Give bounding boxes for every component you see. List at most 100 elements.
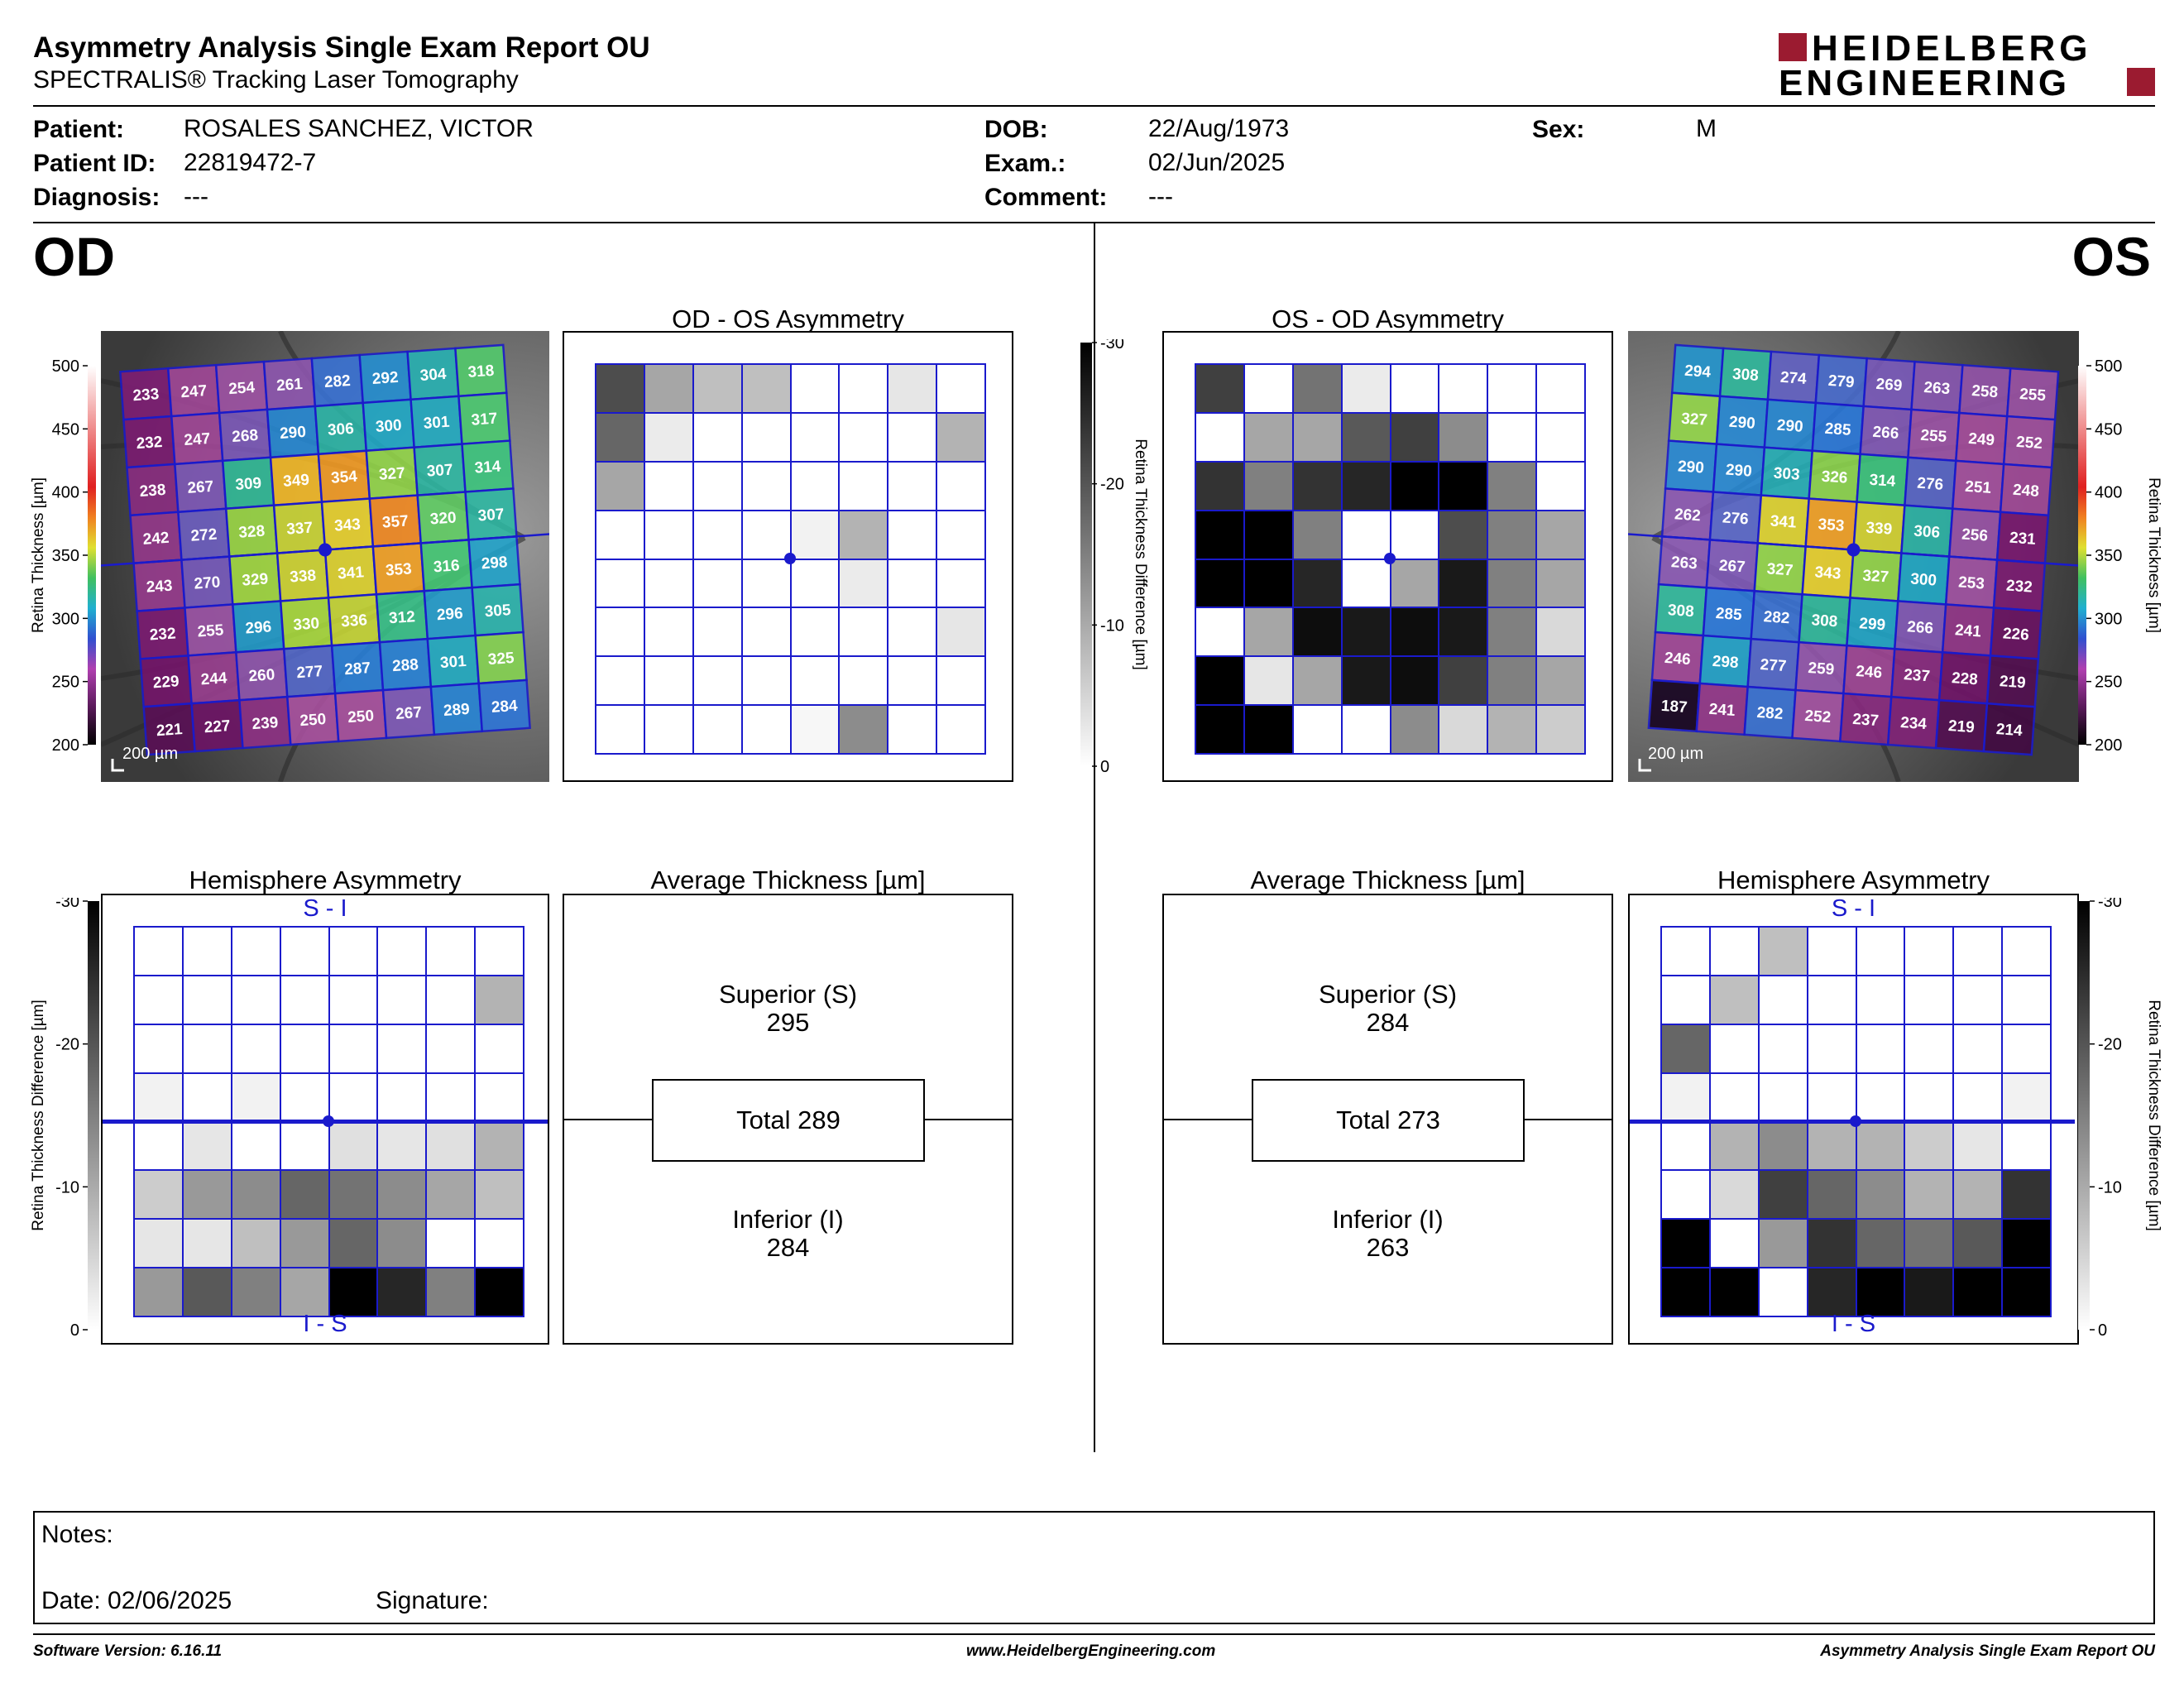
thickness-value: 290 — [280, 424, 307, 443]
thickness-value: 337 — [286, 520, 314, 539]
os-hemisphere-grid — [1630, 926, 2075, 1317]
thickness-value: 299 — [1859, 615, 1886, 634]
os-superior-label: Superior (S) — [1318, 980, 1458, 1009]
od-asymmetry-title: OD - OS Asymmetry — [672, 305, 904, 333]
os-average-panel: Superior (S) 284 Total 273 Inferior (I) … — [1162, 894, 1613, 1345]
grid-cell — [1291, 655, 1343, 707]
grid-cell — [740, 607, 792, 658]
grid-cell — [1389, 363, 1440, 414]
grid-cell — [1708, 1120, 1760, 1172]
grid-cell — [1195, 509, 1245, 560]
logo-square-top — [1779, 33, 1807, 61]
thickness-value: 255 — [197, 621, 225, 640]
scale-tick-label: 300 — [2095, 610, 2122, 628]
grid-cell — [789, 558, 841, 609]
od-fundus-image: 233 247 254 261 282 292 304 318 232 247 268 290 306 3… — [101, 331, 549, 782]
grid-cell — [887, 509, 938, 560]
thickness-value: 298 — [481, 554, 508, 573]
grid-cell — [1340, 509, 1391, 560]
scale-tick-label: -20 — [2098, 1036, 2122, 1054]
scale-tick-label: -20 — [55, 1036, 79, 1054]
website-link[interactable]: www.HeidelbergEngineering.com — [966, 1642, 1216, 1660]
thickness-value: 353 — [1818, 516, 1845, 535]
thickness-value: 292 — [371, 369, 399, 388]
grid-cell — [1660, 1072, 1711, 1123]
grid-cell — [328, 1120, 379, 1172]
grid-cell — [1487, 363, 1538, 414]
thickness-value: 279 — [1827, 372, 1855, 391]
report-title: Asymmetry Analysis Single Exam Report OU — [33, 31, 650, 64]
thickness-value: 304 — [419, 366, 448, 385]
grid-cell — [1195, 460, 1245, 511]
thickness-value: 301 — [423, 414, 451, 433]
grid-cell — [181, 926, 232, 976]
thickness-value: 255 — [1920, 427, 1948, 446]
grid-cell — [2001, 1120, 2052, 1172]
grid-cell — [1757, 1120, 1808, 1172]
grid-cell — [1535, 363, 1586, 414]
thickness-value: 327 — [1766, 560, 1794, 579]
grid-cell — [279, 926, 330, 976]
thickness-value: 252 — [1804, 707, 1832, 727]
thickness-value: 290 — [1776, 417, 1803, 436]
thickness-value: 276 — [1722, 509, 1749, 528]
thickness-value: 219 — [1947, 717, 1975, 736]
od-hemisphere-grid — [103, 926, 548, 1317]
grid-cell — [595, 704, 645, 755]
exam-label: Exam.: — [984, 150, 1066, 177]
grid-cell — [279, 1120, 330, 1172]
thickness-value: 307 — [477, 506, 505, 525]
os-fundus-image: 294 308 274 279 269 263 258 255 327 290 290 285 266 2… — [1628, 331, 2079, 782]
logo-line-1: HEIDELBERG — [1812, 28, 2092, 69]
thickness-value: 247 — [184, 430, 211, 449]
thickness-value: 231 — [2009, 530, 2037, 549]
grid-cell — [887, 607, 938, 658]
thickness-value: 289 — [443, 701, 470, 720]
thickness-value: 288 — [391, 656, 419, 675]
grid-cell — [1438, 558, 1489, 609]
scale-axis-label: Retina Thickness Difference [µm] — [2145, 1000, 2161, 1231]
grid-cell — [474, 1023, 524, 1074]
grid-cell — [1806, 974, 1857, 1025]
grid-cell — [789, 363, 841, 414]
grid-cell — [692, 704, 743, 755]
dob-value: 22/Aug/1973 — [1148, 115, 1290, 142]
thickness-value: 266 — [1907, 618, 1934, 637]
thickness-value: 341 — [1770, 512, 1798, 531]
thickness-value: 314 — [474, 458, 502, 477]
grid-cell — [1291, 704, 1343, 755]
od-total-value: Total 289 — [736, 1105, 841, 1134]
scale-axis-label: Retina Thickness Difference [µm] — [30, 1000, 47, 1231]
os-thickness-map: 294 308 274 279 269 263 258 255 327 290 290 285 266 2… — [1628, 331, 2079, 782]
grid-cell — [1389, 509, 1440, 560]
scale-tick-label: -10 — [55, 1178, 79, 1196]
scale-tick-label: 200 — [2095, 736, 2122, 755]
grid-cell — [1660, 1218, 1711, 1269]
thickness-value: 326 — [1821, 468, 1848, 487]
scale-axis-label: Retina Thickness [µm] — [2145, 477, 2161, 633]
grid-cell — [1389, 607, 1440, 658]
thickness-value: 229 — [152, 673, 180, 692]
thickness-value: 327 — [1862, 567, 1889, 586]
grid-cell — [425, 1023, 477, 1074]
thickness-value: 285 — [1824, 420, 1852, 439]
grid-cell — [1535, 704, 1586, 755]
grid-cell — [643, 704, 694, 755]
grid-cell — [376, 1023, 428, 1074]
grid-cell — [181, 1072, 232, 1123]
thickness-value: 237 — [1852, 711, 1880, 730]
grid-cell — [740, 411, 792, 463]
grid-cell — [1487, 704, 1538, 755]
scale-bar — [111, 759, 124, 772]
grid-cell — [1438, 460, 1489, 511]
grid-cell — [643, 363, 694, 414]
thickness-value: 242 — [142, 530, 170, 549]
grid-cell — [1757, 1169, 1808, 1220]
header-rule — [33, 105, 2155, 107]
grid-cell — [887, 411, 938, 463]
thickness-value: 296 — [436, 605, 463, 624]
thickness-value: 267 — [395, 704, 423, 723]
grid-cell — [1904, 1072, 1955, 1123]
grid-cell — [425, 1120, 477, 1172]
grid-cell — [838, 607, 889, 658]
